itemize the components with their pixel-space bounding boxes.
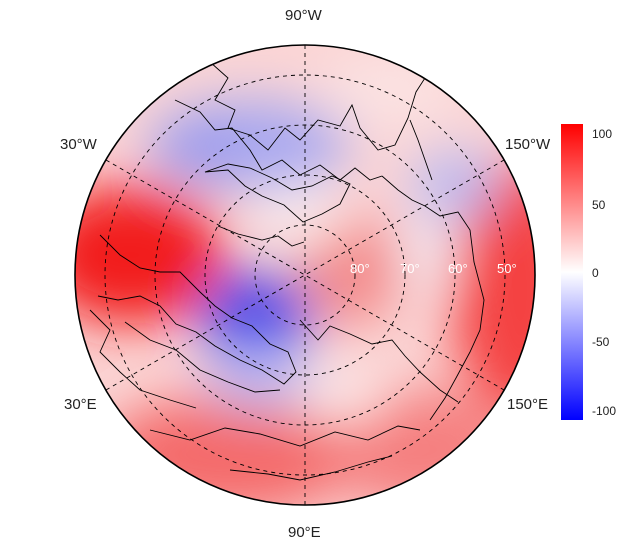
lon-label-90e: 90°E [288,524,321,541]
colorbar-tick-minus-100: -100 [592,404,617,418]
colorbar-tick-minus-50: -50 [592,335,610,349]
colorbar-tick-50: 50 [592,198,606,212]
lon-label-30e: 30°E [64,396,97,413]
colorbar-tick-100: 100 [592,127,613,141]
lat-circle-70 [204,174,406,376]
graticule [104,45,506,505]
map-border [74,44,536,506]
lon-label-30w: 30°W [60,136,97,153]
anomaly-field [75,45,535,505]
lat-circle-50 [104,74,506,476]
lat-label-60: 60° [448,261,468,276]
colorbar [561,124,583,420]
lat-label-70: 70° [400,261,420,276]
lat-circle-80 [254,224,356,326]
colorbar-tick-0: 0 [592,266,599,280]
coastlines [89,61,485,481]
lon-label-150e: 150°E [507,396,549,413]
lon-label-150w: 150°W [505,136,551,153]
lat-label-50: 50° [497,261,517,276]
lon-label-90w: 90°W [285,7,322,24]
lat-label-80: 80° [350,261,370,276]
